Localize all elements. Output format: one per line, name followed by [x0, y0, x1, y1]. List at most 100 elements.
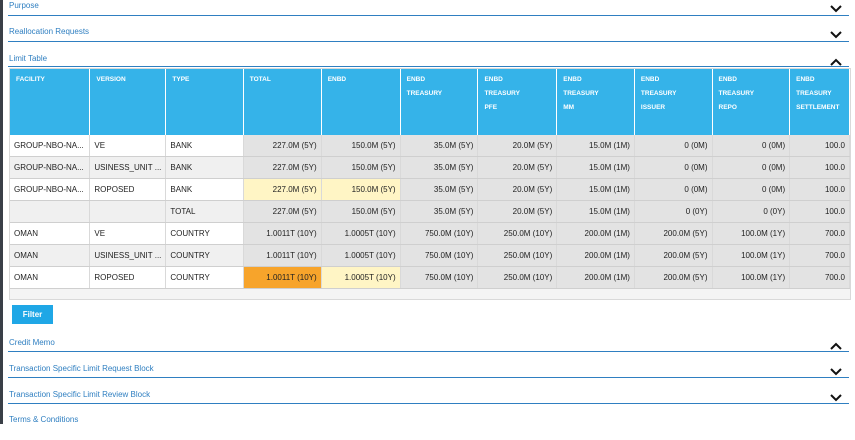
- table-cell[interactable]: 227.0M (5Y): [243, 135, 322, 157]
- table-cell[interactable]: 200.0M (5Y): [634, 244, 713, 267]
- chevron-down-icon[interactable]: [829, 392, 843, 404]
- table-row[interactable]: OMAN VE COUNTRY 1.0011T (10Y) 1.0005T (10Y) 7…: [10, 222, 850, 245]
- table-cell[interactable]: 200.0M (5Y): [634, 266, 713, 289]
- table-row[interactable]: GROUP-NBO-NA... USINESS_UNIT ... BANK 227.0…: [10, 156, 850, 179]
- table-cell[interactable]: 15.0M (1M): [556, 135, 635, 157]
- table-cell[interactable]: 1.0011T (10Y): [243, 244, 322, 267]
- table-cell[interactable]: 250.0M (10Y): [477, 266, 558, 289]
- table-cell[interactable]: 100.0M (1Y): [712, 266, 791, 289]
- table-cell[interactable]: 200.0M (5Y): [634, 222, 713, 245]
- limit-table-grid[interactable]: FACILITY VERSION TYPE TOTAL ENBD ENBD TREASURY…: [9, 68, 851, 300]
- table-cell[interactable]: 1.0011T (10Y): [243, 222, 322, 245]
- table-cell[interactable]: 15.0M (1M): [556, 156, 635, 179]
- table-cell[interactable]: ROPOSED: [89, 266, 167, 289]
- table-row[interactable]: OMAN USINESS_UNIT ... COUNTRY 1.0011T (10Y)…: [10, 244, 850, 267]
- table-cell[interactable]: [89, 200, 167, 223]
- table-cell[interactable]: USINESS_UNIT ...: [89, 244, 167, 267]
- column-header[interactable]: ENBD TREASURY MM: [556, 69, 635, 135]
- table-row[interactable]: GROUP-NBO-NA... ROPOSED BANK 227.0M (5Y) 150…: [10, 178, 850, 201]
- table-cell[interactable]: 227.0M (5Y): [243, 156, 322, 179]
- column-header[interactable]: ENBD TREASURY: [400, 69, 479, 135]
- table-cell[interactable]: 35.0M (5Y): [400, 178, 479, 201]
- table-cell[interactable]: 0 (0M): [712, 135, 791, 157]
- table-cell[interactable]: 1.0005T (10Y): [321, 222, 401, 245]
- table-row[interactable]: GROUP-NBO-NA... VE BANK 227.0M (5Y) 150.0M (…: [10, 135, 850, 157]
- table-cell[interactable]: 0 (0Y): [634, 200, 713, 223]
- table-cell[interactable]: OMAN: [10, 222, 91, 245]
- table-cell[interactable]: 0 (0M): [634, 156, 713, 179]
- table-cell[interactable]: 0 (0Y): [712, 200, 791, 223]
- table-cell[interactable]: COUNTRY: [165, 266, 244, 289]
- table-cell[interactable]: 20.0M (5Y): [477, 135, 558, 157]
- table-cell[interactable]: GROUP-NBO-NA...: [10, 135, 91, 157]
- section-txn-review[interactable]: Transaction Specific Limit Review Block: [8, 389, 849, 415]
- table-row[interactable]: OMAN ROPOSED COUNTRY 1.0011T (10Y) 1.0005T (…: [10, 266, 850, 289]
- column-header[interactable]: TOTAL: [243, 69, 322, 135]
- table-cell[interactable]: VE: [89, 222, 167, 245]
- table-cell[interactable]: 20.0M (5Y): [477, 178, 558, 201]
- table-cell[interactable]: 35.0M (5Y): [400, 200, 479, 223]
- table-cell[interactable]: 1.0005T (10Y): [321, 244, 401, 267]
- table-cell[interactable]: 227.0M (5Y): [243, 178, 322, 201]
- chevron-down-icon[interactable]: [829, 29, 843, 41]
- chevron-up-icon[interactable]: [829, 340, 843, 352]
- table-cell[interactable]: 227.0M (5Y): [243, 200, 322, 223]
- table-cell[interactable]: 100.0: [789, 178, 850, 201]
- table-cell[interactable]: 200.0M (1M): [556, 244, 635, 267]
- table-cell[interactable]: 1.0011T (10Y): [243, 266, 322, 289]
- column-header[interactable]: ENBD: [321, 69, 401, 135]
- table-cell[interactable]: BANK: [165, 135, 244, 157]
- table-cell[interactable]: 150.0M (5Y): [321, 135, 401, 157]
- column-header[interactable]: FACILITY: [10, 69, 91, 135]
- chevron-up-icon[interactable]: [829, 56, 843, 68]
- table-cell[interactable]: BANK: [165, 156, 244, 179]
- table-cell[interactable]: 150.0M (5Y): [321, 156, 401, 179]
- table-cell[interactable]: 250.0M (10Y): [477, 222, 558, 245]
- chevron-down-icon[interactable]: [829, 3, 843, 15]
- filter-button[interactable]: Filter: [12, 305, 53, 324]
- table-cell[interactable]: 700.0: [789, 244, 850, 267]
- table-cell[interactable]: 0 (0M): [634, 135, 713, 157]
- table-cell[interactable]: 100.0M (1Y): [712, 244, 791, 267]
- table-cell[interactable]: 0 (0M): [712, 156, 791, 179]
- column-header[interactable]: ENBD TREASURY REPO: [712, 69, 791, 135]
- table-cell[interactable]: COUNTRY: [165, 244, 244, 267]
- section-credit-memo[interactable]: Credit Memo: [8, 337, 849, 363]
- section-purpose[interactable]: Purpose: [8, 0, 849, 26]
- table-cell[interactable]: 250.0M (10Y): [477, 244, 558, 267]
- column-header[interactable]: ENBD TREASURY PFE: [477, 69, 558, 135]
- table-cell[interactable]: 150.0M (5Y): [321, 178, 401, 201]
- table-cell[interactable]: 1.0005T (10Y): [321, 266, 401, 289]
- chevron-down-icon[interactable]: [829, 366, 843, 378]
- section-reallocation-requests[interactable]: Reallocation Requests: [8, 26, 849, 52]
- table-cell[interactable]: GROUP-NBO-NA...: [10, 178, 91, 201]
- table-cell[interactable]: 15.0M (1M): [556, 178, 635, 201]
- table-cell[interactable]: TOTAL: [165, 200, 244, 223]
- table-cell[interactable]: 100.0: [789, 135, 850, 157]
- table-cell[interactable]: BANK: [165, 178, 244, 201]
- table-cell[interactable]: 750.0M (10Y): [400, 266, 479, 289]
- table-cell[interactable]: [10, 200, 91, 223]
- table-cell[interactable]: 750.0M (10Y): [400, 244, 479, 267]
- table-cell[interactable]: 0 (0M): [712, 178, 791, 201]
- table-cell[interactable]: 0 (0M): [634, 178, 713, 201]
- column-header[interactable]: ENBD TREASURY SETTLEMENT: [789, 69, 850, 135]
- table-row[interactable]: TOTAL 227.0M (5Y) 150.0M (5Y) 35.0M (5Y) 20.…: [10, 200, 850, 223]
- table-cell[interactable]: 200.0M (1M): [556, 266, 635, 289]
- table-cell[interactable]: 700.0: [789, 222, 850, 245]
- column-header[interactable]: ENBD TREASURY ISSUER: [634, 69, 713, 135]
- table-cell[interactable]: 150.0M (5Y): [321, 200, 401, 223]
- table-cell[interactable]: OMAN: [10, 266, 91, 289]
- table-cell[interactable]: ROPOSED: [89, 178, 167, 201]
- table-cell[interactable]: 35.0M (5Y): [400, 156, 479, 179]
- section-txn-request[interactable]: Transaction Specific Limit Request Block: [8, 363, 849, 389]
- table-cell[interactable]: GROUP-NBO-NA...: [10, 156, 91, 179]
- table-cell[interactable]: 20.0M (5Y): [477, 156, 558, 179]
- table-cell[interactable]: COUNTRY: [165, 222, 244, 245]
- table-cell[interactable]: 15.0M (1M): [556, 200, 635, 223]
- table-cell[interactable]: 200.0M (1M): [556, 222, 635, 245]
- section-terms[interactable]: Terms & Conditions: [8, 414, 849, 440]
- table-cell[interactable]: 35.0M (5Y): [400, 135, 479, 157]
- table-cell[interactable]: OMAN: [10, 244, 91, 267]
- section-limit-table[interactable]: Limit Table: [8, 53, 849, 79]
